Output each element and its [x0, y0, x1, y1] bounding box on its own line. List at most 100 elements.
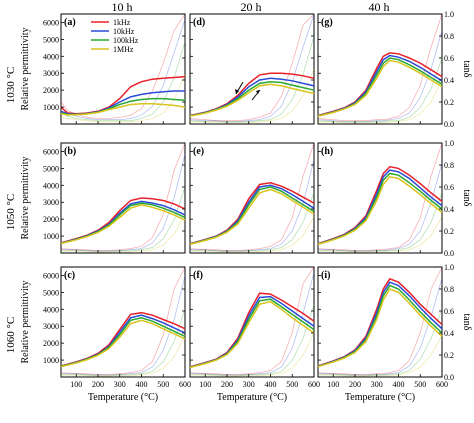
tand-line	[189, 13, 315, 122]
y2-tick-label: 0.0	[444, 120, 454, 129]
tand-line	[190, 216, 315, 253]
tand-line	[317, 30, 443, 123]
y2-tick-label: 0.2	[444, 98, 454, 107]
panel-frame	[60, 266, 186, 378]
permittivity-line	[317, 288, 443, 368]
y-tick-label: 3000	[43, 322, 59, 331]
tand-line	[61, 335, 186, 377]
chart-panel: (h) 0.0 0.2 0.4 0.6 0.8 1.0 tanδ	[317, 139, 472, 258]
tand-line	[317, 142, 443, 252]
chart-panel: (d)	[189, 13, 315, 125]
tand-line	[189, 35, 315, 123]
x-tick-label: 200	[349, 380, 361, 389]
y2-tick-label: 0.4	[444, 329, 454, 338]
y-tick-label: 5000	[43, 164, 59, 173]
tand-line	[318, 192, 443, 253]
permittivity-line	[317, 175, 443, 246]
x-tick-label: 600	[179, 380, 191, 389]
tand-line	[189, 13, 315, 123]
panel-letter: (g)	[321, 17, 333, 28]
y2-tick-label: 0.8	[444, 161, 454, 170]
y2-axis-label: tanδ	[461, 190, 472, 207]
y2-tick-label: 0.0	[444, 249, 454, 258]
tand-line	[60, 41, 186, 122]
row-title: 1050 °C	[5, 194, 17, 231]
permittivity-line	[189, 300, 315, 369]
tand-line	[318, 335, 443, 377]
hysteresis-arrows	[235, 81, 261, 101]
x-axis-label: Temperature (°C)	[88, 392, 158, 403]
y-tick-label: 6000	[43, 18, 59, 27]
tand-line	[317, 266, 443, 376]
panel-letter: (i)	[321, 270, 330, 281]
legend-label: 1kHz	[113, 18, 131, 27]
y-axis-label: Relative permittivity	[20, 156, 31, 239]
row-title: 1060 °C	[5, 317, 17, 354]
x-tick-label: 600	[436, 380, 448, 389]
y2-tick-label: 0.4	[444, 205, 454, 214]
tand-line	[318, 308, 443, 377]
tand-line	[61, 186, 186, 253]
x-tick-label: 400	[392, 380, 404, 389]
y2-tick-label: 1.0	[444, 263, 454, 272]
panel-letter: (a)	[64, 17, 76, 28]
y2-tick-label: 0.8	[444, 285, 454, 294]
y-tick-label: 3000	[43, 69, 59, 78]
column-title: 40 h	[369, 0, 390, 14]
y-axis-label: Relative permittivity	[20, 280, 31, 363]
y2-tick-label: 1.0	[444, 139, 454, 148]
permittivity-line	[189, 188, 315, 246]
y-tick-label: 2000	[43, 86, 59, 95]
permittivity-line	[317, 59, 443, 117]
panel-letter: (d)	[193, 17, 205, 28]
permittivity-line	[189, 83, 315, 117]
y-tick-label: 4000	[43, 52, 59, 61]
y2-tick-label: 0.0	[444, 373, 454, 382]
arrow-head	[235, 89, 239, 94]
y-tick-label: 4000	[43, 305, 59, 314]
tand-line	[318, 216, 443, 253]
row-titles: 1030 °C 1050 °C 1060 °C	[5, 67, 17, 354]
tand-line	[190, 304, 315, 377]
tand-line	[190, 272, 315, 376]
panel-grid: (a) 1000 2000 3000 4000 5000 6000 Relative perm…	[20, 10, 472, 403]
y-tick-label: 1000	[43, 232, 59, 241]
x-tick-label: 500	[157, 380, 169, 389]
y-tick-label: 2000	[43, 339, 59, 348]
y2-tick-label: 0.2	[444, 227, 454, 236]
tand-line	[318, 79, 443, 124]
legend-label: 100kHz	[113, 36, 139, 45]
x-tick-label: 100	[199, 380, 211, 389]
tand-line	[190, 159, 315, 252]
tand-line	[61, 308, 186, 377]
legend-label: 10kHz	[113, 27, 135, 36]
x-axis-label: Temperature (°C)	[345, 392, 415, 403]
x-tick-label: 400	[135, 380, 147, 389]
x-tick-label: 500	[414, 380, 426, 389]
panel-letter: (e)	[193, 146, 204, 157]
column-title: 10 h	[112, 0, 133, 14]
row-title: 1030 °C	[5, 67, 17, 104]
tand-line	[318, 277, 443, 376]
x-tick-label: 300	[114, 380, 126, 389]
x-tick-label: 600	[308, 380, 320, 389]
chart-panel: (f) 100 200 300 400 500 600 Temperature (°C)	[189, 266, 320, 403]
x-tick-label: 300	[371, 380, 383, 389]
column-title: 20 h	[241, 0, 262, 14]
permittivity-line	[60, 102, 186, 116]
y-tick-label: 3000	[43, 198, 59, 207]
x-tick-label: 500	[286, 380, 298, 389]
y2-tick-label: 0.2	[444, 351, 454, 360]
tand-line	[317, 13, 443, 122]
tand-line	[190, 192, 315, 253]
tand-line	[61, 153, 186, 252]
y2-tick-label: 0.6	[444, 307, 454, 316]
panel-frame	[317, 142, 443, 254]
column-titles: 10 h 20 h 40 h	[112, 0, 390, 14]
x-tick-label: 200	[221, 380, 233, 389]
panel-letter: (b)	[64, 146, 76, 157]
y-tick-label: 5000	[43, 288, 59, 297]
tand-line	[189, 142, 315, 252]
permittivity-line	[60, 319, 186, 368]
